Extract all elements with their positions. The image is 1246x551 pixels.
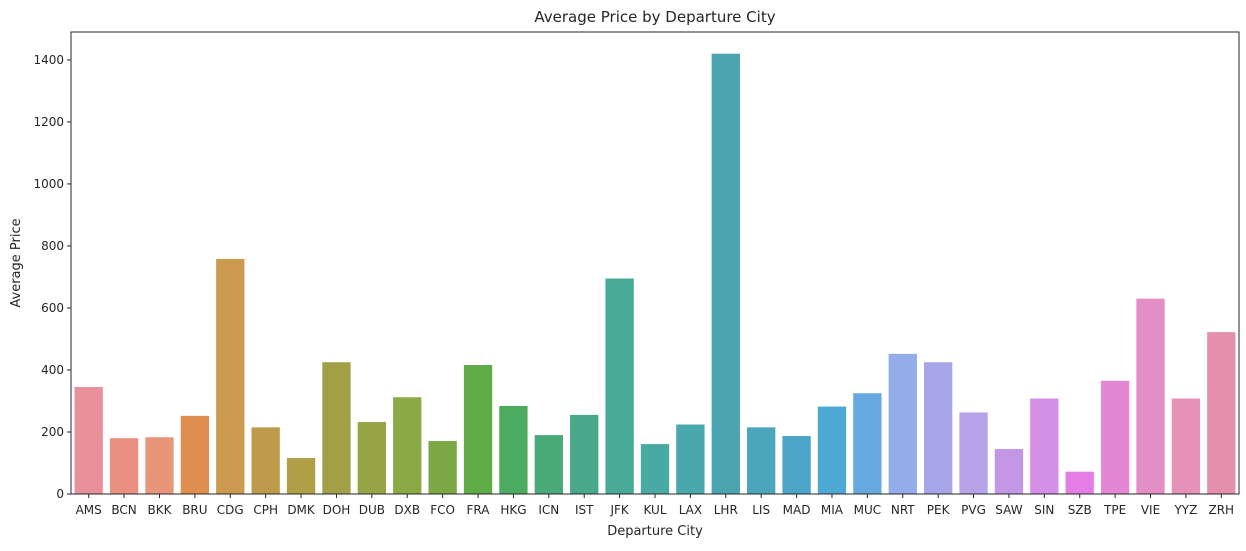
bar-ams bbox=[74, 387, 103, 494]
bar-cdg bbox=[216, 258, 245, 494]
x-tick-label: KUL bbox=[643, 503, 666, 517]
y-tick-label: 800 bbox=[41, 239, 64, 253]
y-axis: 0 200 400 600 800 1000 1200 1400 bbox=[33, 53, 71, 501]
bar-bru bbox=[180, 415, 210, 494]
x-tick-label: CDG bbox=[217, 503, 244, 517]
bar-mia bbox=[817, 406, 847, 494]
x-tick-label: PVG bbox=[961, 503, 986, 517]
bar-lis bbox=[747, 427, 776, 494]
y-axis-label: Average Price bbox=[9, 218, 24, 307]
x-tick-label: FRA bbox=[467, 503, 491, 517]
x-tick-label: BRU bbox=[182, 503, 207, 517]
x-tick-label: BCN bbox=[111, 503, 136, 517]
bar-dxb bbox=[393, 397, 422, 494]
y-tick-label: 400 bbox=[41, 363, 64, 377]
x-tick-label: VIE bbox=[1141, 503, 1160, 517]
x-tick-label: ICN bbox=[538, 503, 559, 517]
y-tick-label: 1000 bbox=[33, 177, 64, 191]
x-tick-label: LAX bbox=[679, 503, 702, 517]
x-tick-label: SIN bbox=[1034, 503, 1054, 517]
y-tick-label: 1200 bbox=[33, 115, 64, 129]
bar-kul bbox=[640, 444, 670, 494]
bar-icn bbox=[534, 435, 563, 494]
x-tick-label: LIS bbox=[752, 503, 770, 517]
plot-frame bbox=[70, 31, 1240, 495]
bar-lax bbox=[676, 424, 705, 494]
bar-pek bbox=[923, 362, 953, 494]
bar-nrt bbox=[888, 353, 917, 494]
x-tick-label: SAW bbox=[995, 503, 1022, 517]
bar-pvg bbox=[959, 412, 988, 494]
x-tick-label: MUC bbox=[854, 503, 882, 517]
bar-dmk bbox=[286, 458, 316, 494]
y-tick-label: 200 bbox=[41, 425, 64, 439]
x-tick-label: DMK bbox=[287, 503, 316, 517]
x-tick-label: MAD bbox=[783, 503, 811, 517]
x-axis-label: Departure City bbox=[607, 524, 703, 539]
y-tick-label: 600 bbox=[41, 301, 64, 315]
bar-sin bbox=[1030, 398, 1059, 494]
x-axis: AMS BCN BKK BRU CDG CPH DMK DOH DUB DXB FCO FRA HKG I… bbox=[76, 494, 1234, 517]
x-tick-label: CPH bbox=[253, 503, 278, 517]
x-tick-label: FCO bbox=[430, 503, 455, 517]
y-tick-label: 0 bbox=[56, 487, 64, 501]
bar-vie bbox=[1136, 298, 1165, 494]
bar-cph bbox=[251, 427, 280, 494]
x-tick-label: DUB bbox=[359, 503, 385, 517]
y-tick-label: 1400 bbox=[33, 53, 64, 67]
x-tick-label: IST bbox=[575, 503, 594, 517]
bar-bcn bbox=[109, 438, 139, 494]
x-tick-label: DOH bbox=[323, 503, 351, 517]
bar-dub bbox=[357, 422, 387, 494]
x-tick-label: AMS bbox=[76, 503, 102, 517]
bar-muc bbox=[853, 393, 882, 494]
x-tick-label: DXB bbox=[394, 503, 420, 517]
x-tick-label: TPE bbox=[1103, 503, 1126, 517]
bar-bkk bbox=[145, 437, 174, 494]
x-tick-label: NRT bbox=[891, 503, 915, 517]
x-tick-label: BKK bbox=[147, 503, 172, 517]
x-tick-label: JFK bbox=[609, 503, 629, 517]
x-tick-label: MIA bbox=[821, 503, 844, 517]
bar-mad bbox=[782, 436, 811, 494]
bar-zrh bbox=[1207, 332, 1236, 494]
bar-lhr bbox=[711, 53, 740, 494]
bar-ist bbox=[570, 414, 599, 494]
chart-title: Average Price by Departure City bbox=[534, 8, 775, 26]
bars-layer bbox=[74, 53, 1236, 494]
x-tick-label: ZRH bbox=[1209, 503, 1235, 517]
x-tick-label: HKG bbox=[500, 503, 526, 517]
bar-hkg bbox=[499, 405, 528, 494]
bar-yyz bbox=[1171, 398, 1201, 494]
bar-jfk bbox=[605, 278, 634, 494]
bar-doh bbox=[322, 362, 351, 494]
bar-tpe bbox=[1100, 380, 1130, 494]
x-tick-label: YYZ bbox=[1173, 503, 1197, 517]
bar-fco bbox=[428, 440, 457, 494]
x-tick-label: SZB bbox=[1068, 503, 1092, 517]
x-tick-label: LHR bbox=[714, 503, 738, 517]
bar-fra bbox=[463, 365, 493, 494]
bar-saw bbox=[994, 449, 1024, 494]
bar-szb bbox=[1065, 471, 1094, 494]
x-tick-label: PEK bbox=[927, 503, 951, 517]
